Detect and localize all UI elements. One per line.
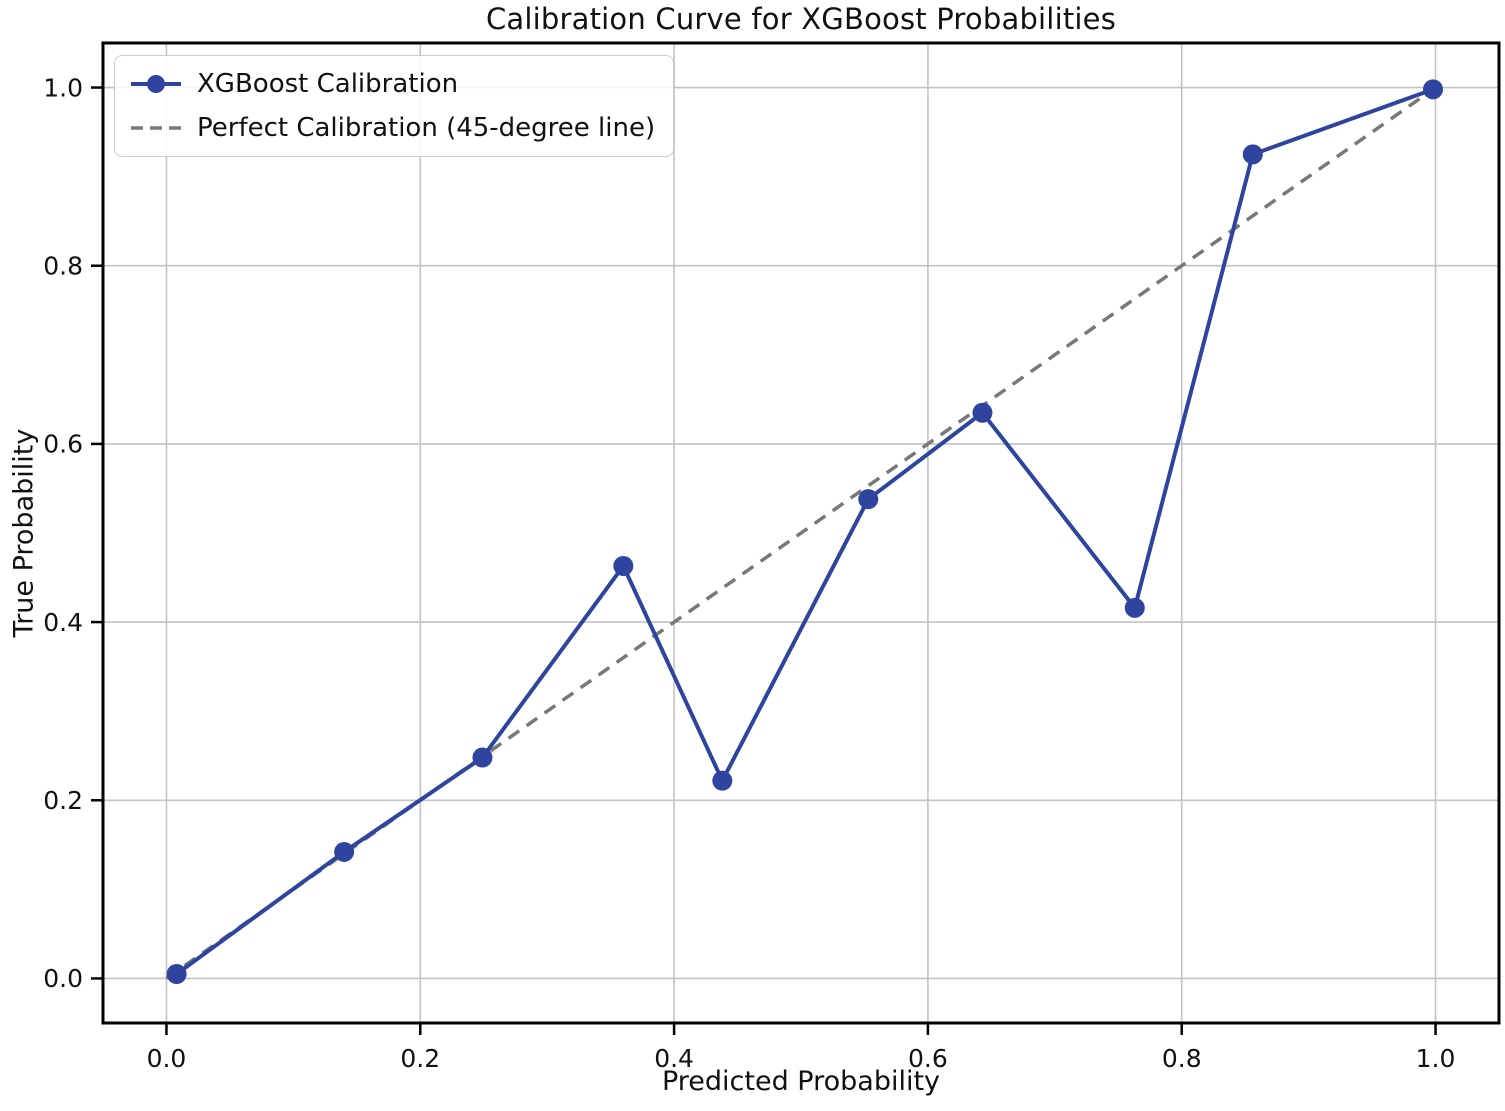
- svg-text:0.2: 0.2: [400, 1044, 440, 1073]
- legend: XGBoost Calibration Perfect Calibration …: [114, 55, 675, 157]
- svg-text:0.0: 0.0: [147, 1044, 187, 1073]
- svg-text:0.0: 0.0: [43, 964, 83, 993]
- legend-label: XGBoost Calibration: [197, 69, 459, 99]
- svg-text:0.6: 0.6: [908, 1044, 948, 1073]
- svg-text:1.0: 1.0: [43, 73, 83, 102]
- legend-label: Perfect Calibration (45-degree line): [197, 113, 656, 143]
- svg-text:0.8: 0.8: [1162, 1044, 1202, 1073]
- chart-title: Calibration Curve for XGBoost Probabilit…: [485, 2, 1117, 36]
- legend-item-perfect: Perfect Calibration (45-degree line): [129, 108, 655, 148]
- svg-text:0.6: 0.6: [43, 430, 83, 459]
- svg-text:0.2: 0.2: [43, 786, 83, 815]
- legend-sample-line-markers-icon: [131, 75, 181, 93]
- svg-text:0.4: 0.4: [654, 1044, 694, 1073]
- legend-sample-dashed-line-icon: [131, 126, 181, 130]
- x-axis-label: Predicted Probability: [661, 1066, 941, 1097]
- svg-text:0.4: 0.4: [43, 608, 83, 637]
- legend-item-xgboost: XGBoost Calibration: [129, 64, 655, 104]
- svg-text:0.8: 0.8: [43, 251, 83, 280]
- svg-text:1.0: 1.0: [1416, 1044, 1456, 1073]
- y-axis-label: True Probability: [8, 428, 40, 638]
